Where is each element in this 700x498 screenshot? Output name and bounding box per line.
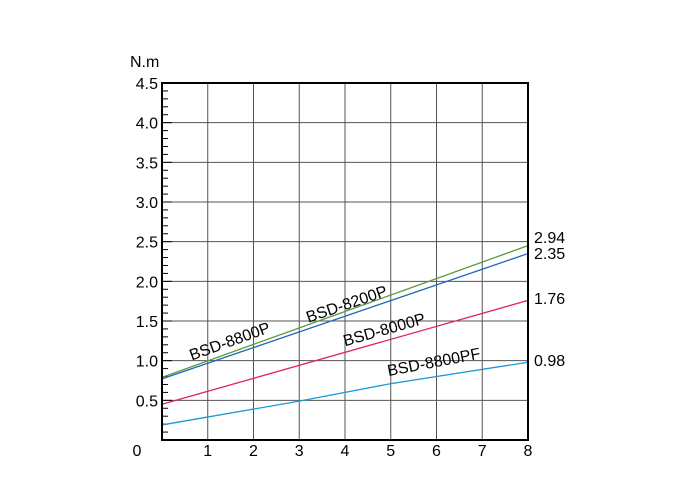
y-tick-label: 2.5 — [136, 235, 158, 252]
end-value-label: 2.94 — [534, 230, 565, 247]
end-value-labels: 2.942.35 1.76 0.98 — [534, 230, 565, 370]
series-line-bsd-8000p — [161, 299, 529, 405]
minor-ticks — [162, 90, 172, 433]
end-value-label: 2.35 — [534, 246, 565, 263]
series-label-bsd-8000p: BSD-8000P — [341, 311, 427, 350]
grid — [162, 83, 528, 440]
series-line-bsd-8800pf — [161, 361, 529, 426]
y-tick-label: 3.0 — [136, 195, 158, 212]
y-tick-label: 4.0 — [136, 116, 158, 133]
series-line-bsd-8800p — [161, 245, 529, 378]
y-tick-labels: 0.5 1.0 1.5 2.0 2.5 3.0 3.5 4.0 4.5 — [136, 76, 158, 410]
y-tick-label: 1.5 — [136, 314, 158, 331]
x-tick-label: 1 — [203, 443, 212, 460]
y-tick-label: 2.0 — [136, 274, 158, 291]
y-tick-label: 1.0 — [136, 354, 158, 371]
x-tick-label: 3 — [295, 443, 304, 460]
x-tick-label: 2 — [249, 443, 258, 460]
origin-label: 0 — [133, 443, 142, 460]
y-tick-label: 3.5 — [136, 155, 158, 172]
series-lines — [161, 245, 529, 426]
x-tick-label: 6 — [432, 443, 441, 460]
end-value-label: 0.98 — [534, 353, 565, 370]
y-tick-label: 0.5 — [136, 393, 158, 410]
x-tick-label: 4 — [341, 443, 350, 460]
plot-frame — [161, 82, 529, 441]
y-tick-label: 4.5 — [136, 76, 158, 93]
x-tick-labels: 1 2 3 4 5 6 7 8 — [203, 443, 532, 460]
series-label-bsd-8800pf: BSD-8800PF — [386, 346, 482, 380]
end-value-label: 1.76 — [534, 291, 565, 308]
series-line-bsd-8200p — [161, 252, 529, 380]
x-tick-label: 5 — [386, 443, 395, 460]
x-tick-label: 8 — [524, 443, 533, 460]
x-tick-label: 7 — [478, 443, 487, 460]
y-axis-unit-label: N.m — [130, 54, 159, 71]
